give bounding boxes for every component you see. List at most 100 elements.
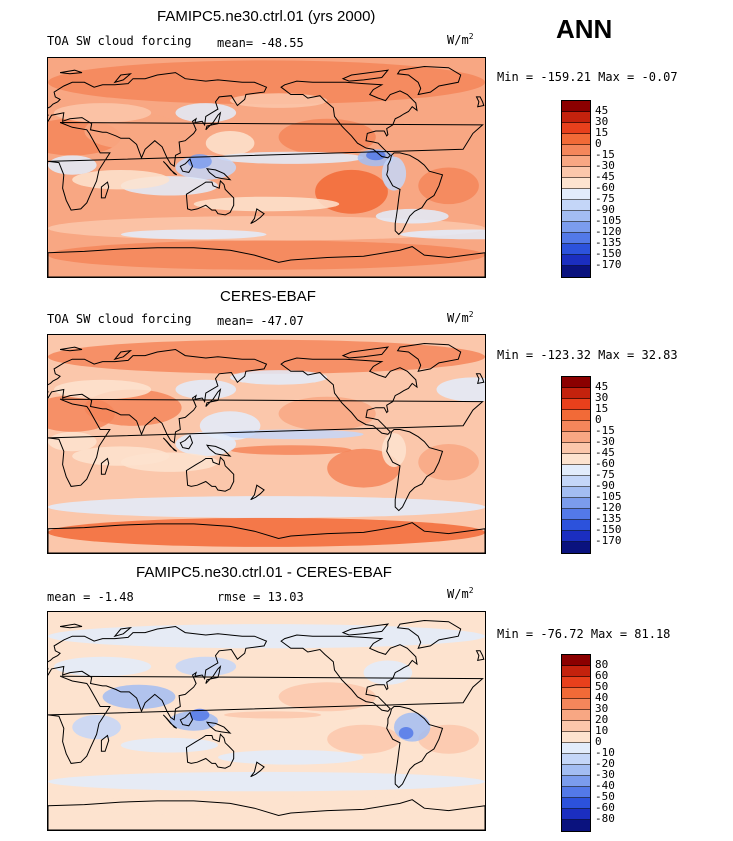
colorbar-swatch	[562, 410, 590, 421]
map-color-region	[230, 93, 328, 108]
coastline	[386, 429, 444, 512]
panel-3-min-max: Min = -76.72 Max = 81.18	[497, 627, 671, 641]
coastline	[48, 675, 484, 764]
colorbar-swatch	[562, 112, 590, 123]
panel-3-units: W/m2	[447, 586, 474, 601]
colorbar-tick-label: -135	[595, 512, 622, 525]
map-color-region	[48, 240, 485, 270]
panel-3-map[interactable]	[47, 611, 486, 831]
colorbar-tick-label: 0	[595, 735, 602, 748]
coastline	[185, 179, 235, 216]
colorbar-tick-label: 15	[595, 126, 609, 139]
map-color-region	[381, 433, 407, 468]
colorbar-swatch	[562, 244, 590, 255]
coastline	[113, 626, 133, 638]
colorbar-swatch	[562, 666, 590, 677]
map-color-region	[230, 370, 328, 385]
panel-1-min-max: Min = -159.21 Max = -0.07	[497, 70, 678, 84]
coastline	[386, 152, 444, 236]
coastline	[475, 373, 485, 385]
coastline	[100, 181, 110, 199]
colorbar-swatch	[562, 509, 590, 520]
colorbar-swatch	[562, 754, 590, 765]
colorbar-swatch	[562, 145, 590, 156]
panel-2-mean: mean= -47.07	[217, 314, 304, 328]
colorbar-swatch	[562, 167, 590, 178]
colorbar-swatch	[562, 222, 590, 233]
coastline	[60, 69, 83, 75]
map-color-region	[205, 131, 255, 156]
colorbar-swatches	[561, 100, 591, 278]
map-color-region	[224, 711, 322, 719]
coastline	[205, 721, 232, 734]
map-color-region	[120, 737, 218, 753]
colorbar-tick-label: -30	[595, 159, 615, 172]
coastline	[396, 342, 462, 372]
colorbar-tick-label: -105	[595, 490, 622, 503]
coastline	[205, 111, 222, 131]
map-color-region	[218, 151, 364, 164]
colorbar-tick-label: 60	[595, 669, 609, 682]
map-color-region	[363, 660, 413, 685]
colorbar-tick-label: -15	[595, 148, 615, 161]
coastline	[396, 619, 462, 649]
colorbar-tick-label: -105	[595, 214, 622, 227]
map-color-region	[102, 684, 176, 709]
coastline	[48, 799, 485, 830]
colorbar-tick-label: 45	[595, 380, 609, 393]
coastline	[179, 158, 194, 173]
colorbar-swatch	[562, 688, 590, 699]
colorbar-swatch	[562, 487, 590, 498]
colorbar-tick-label: -150	[595, 523, 622, 536]
coastline	[250, 761, 265, 778]
colorbar-swatch	[562, 520, 590, 531]
colorbar-swatch	[562, 421, 590, 432]
colorbar-swatch	[562, 178, 590, 189]
coastline	[205, 388, 222, 407]
panel-2-map[interactable]	[47, 334, 486, 554]
map-color-region	[366, 150, 386, 161]
map-color-region	[48, 517, 485, 547]
map-color-region	[394, 712, 431, 742]
map-color-region	[175, 103, 237, 123]
coastline	[341, 623, 390, 636]
colorbar-tick-label: -90	[595, 479, 615, 492]
map-color-region	[193, 196, 340, 212]
colorbar-swatch	[562, 809, 590, 820]
coastline	[162, 437, 178, 452]
coastline	[396, 65, 462, 96]
coastline	[205, 444, 232, 457]
coastline	[179, 434, 194, 450]
colorbar-tick-label: -10	[595, 746, 615, 759]
map-color-region	[175, 656, 237, 677]
colorbar-swatch	[562, 765, 590, 776]
coastline	[280, 634, 418, 712]
colorbar-swatch	[562, 255, 590, 266]
map-color-region	[400, 229, 485, 240]
colorbar-swatch	[562, 542, 590, 553]
panel-2-title: CERES-EBAF	[220, 288, 316, 305]
colorbar-swatch	[562, 399, 590, 410]
map-color-region	[48, 771, 485, 792]
coastline	[162, 714, 178, 729]
coastline	[48, 348, 268, 444]
colorbar-swatch	[562, 377, 590, 388]
coastline	[386, 706, 444, 789]
panel-1-title: FAMIPC5.ne30.ctrl.01 (yrs 2000)	[157, 8, 376, 25]
colorbar-tick-label: -40	[595, 779, 615, 792]
colorbar-swatch	[562, 776, 590, 787]
coastline	[48, 246, 485, 277]
panel-2-min-max: Min = -123.32 Max = 32.83	[497, 348, 678, 362]
map-color-region	[327, 724, 400, 754]
colorbar-swatch	[562, 266, 590, 277]
map-color-region	[72, 170, 170, 190]
map-color-region	[398, 727, 414, 740]
colorbar-tick-label: 30	[595, 115, 609, 128]
colorbar-tick-label: -90	[595, 203, 615, 216]
coastline	[280, 80, 418, 159]
colorbar-tick-label: -120	[595, 501, 622, 514]
colorbar-swatch	[562, 498, 590, 509]
panel-1-map[interactable]	[47, 57, 486, 278]
colorbar-swatch	[562, 200, 590, 211]
coastline	[341, 69, 390, 82]
